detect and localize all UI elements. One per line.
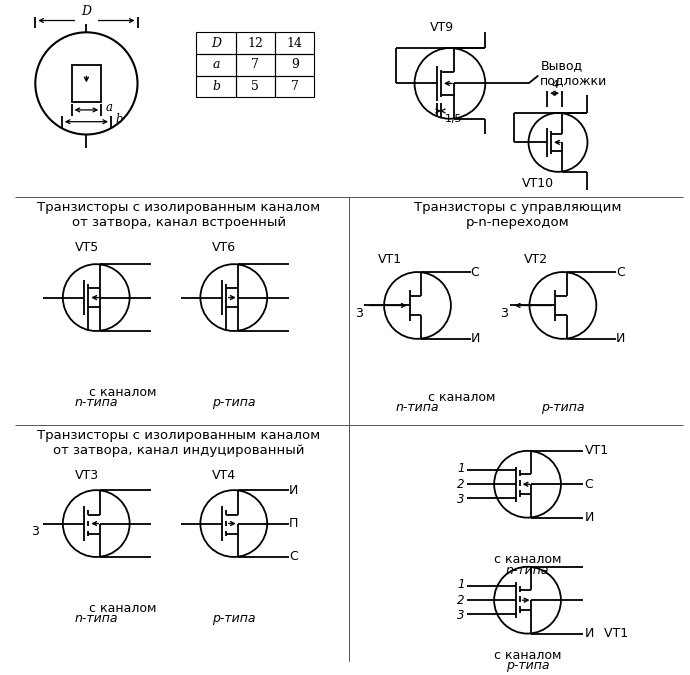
- Text: 2: 2: [457, 478, 464, 491]
- Text: VT3: VT3: [75, 469, 99, 482]
- Text: VT10: VT10: [522, 177, 554, 190]
- Text: D: D: [211, 36, 221, 50]
- Text: И: И: [584, 627, 594, 640]
- Bar: [275, 76, 315, 97]
- Text: VT2: VT2: [524, 253, 548, 266]
- Text: 14: 14: [286, 36, 303, 50]
- Text: 3: 3: [457, 610, 464, 622]
- Text: b: b: [116, 113, 124, 126]
- Text: Вывод
подложки: Вывод подложки: [540, 59, 608, 88]
- Text: С: С: [289, 550, 297, 564]
- Text: VT4: VT4: [212, 469, 236, 482]
- Text: a: a: [213, 58, 220, 72]
- Text: Транзисторы с изолированным каналом
от затвора, канал индуцированный: Транзисторы с изолированным каналом от з…: [37, 429, 320, 457]
- Text: Транзисторы с изолированным каналом
от затвора, канал встроенный: Транзисторы с изолированным каналом от з…: [37, 201, 320, 230]
- Text: 3: 3: [500, 307, 508, 320]
- Text: p-типа: p-типа: [541, 401, 584, 414]
- Text: 4: 4: [551, 80, 558, 90]
- Text: И: И: [584, 511, 594, 524]
- Bar: [197, 54, 236, 76]
- Text: a: a: [106, 101, 113, 115]
- Text: p-типа: p-типа: [506, 659, 549, 672]
- Text: С: С: [616, 265, 624, 279]
- Text: n-типа: n-типа: [506, 564, 549, 577]
- Bar: [236, 54, 275, 76]
- Text: 3: 3: [31, 525, 39, 538]
- Text: D: D: [81, 5, 91, 18]
- Text: П: П: [289, 517, 298, 530]
- Text: n-типа: n-типа: [75, 612, 118, 625]
- Text: И: И: [289, 484, 298, 497]
- Text: n-типа: n-типа: [396, 401, 440, 414]
- Text: VT1: VT1: [378, 253, 402, 266]
- Text: с каналом: с каналом: [494, 553, 561, 566]
- Text: Транзисторы с управляющим
p-n-переходом: Транзисторы с управляющим p-n-переходом: [414, 201, 622, 230]
- Text: VT5: VT5: [75, 242, 99, 254]
- Text: n-типа: n-типа: [75, 396, 118, 409]
- Text: 1: 1: [457, 462, 464, 475]
- Text: VT1: VT1: [600, 627, 629, 640]
- Text: 7: 7: [251, 58, 259, 72]
- Text: b: b: [212, 80, 220, 93]
- Text: 1: 1: [457, 578, 464, 591]
- Text: 7: 7: [290, 80, 299, 93]
- Text: с каналом: с каналом: [428, 391, 495, 404]
- Text: И: И: [616, 332, 625, 346]
- Text: 9: 9: [290, 58, 299, 72]
- Bar: [275, 32, 315, 54]
- Text: И: И: [471, 332, 480, 346]
- Bar: [275, 54, 315, 76]
- Text: p-типа: p-типа: [212, 396, 255, 409]
- Bar: [236, 32, 275, 54]
- Bar: [197, 32, 236, 54]
- Text: 1,5: 1,5: [445, 114, 462, 124]
- Text: с каналом: с каналом: [89, 386, 157, 399]
- Bar: [236, 76, 275, 97]
- Text: 2: 2: [457, 594, 464, 607]
- Bar: [197, 76, 236, 97]
- Text: 5: 5: [251, 80, 259, 93]
- Text: С: С: [584, 478, 593, 491]
- Text: 3: 3: [355, 307, 362, 320]
- Text: с каналом: с каналом: [494, 649, 561, 662]
- Text: VT6: VT6: [212, 242, 236, 254]
- Text: VT1: VT1: [584, 444, 609, 458]
- Text: с каналом: с каналом: [89, 602, 157, 615]
- Text: 12: 12: [248, 36, 264, 50]
- Bar: [72, 65, 101, 102]
- Text: 3: 3: [457, 493, 464, 506]
- Text: С: С: [471, 265, 480, 279]
- Text: VT9: VT9: [430, 22, 454, 34]
- Text: p-типа: p-типа: [212, 612, 255, 625]
